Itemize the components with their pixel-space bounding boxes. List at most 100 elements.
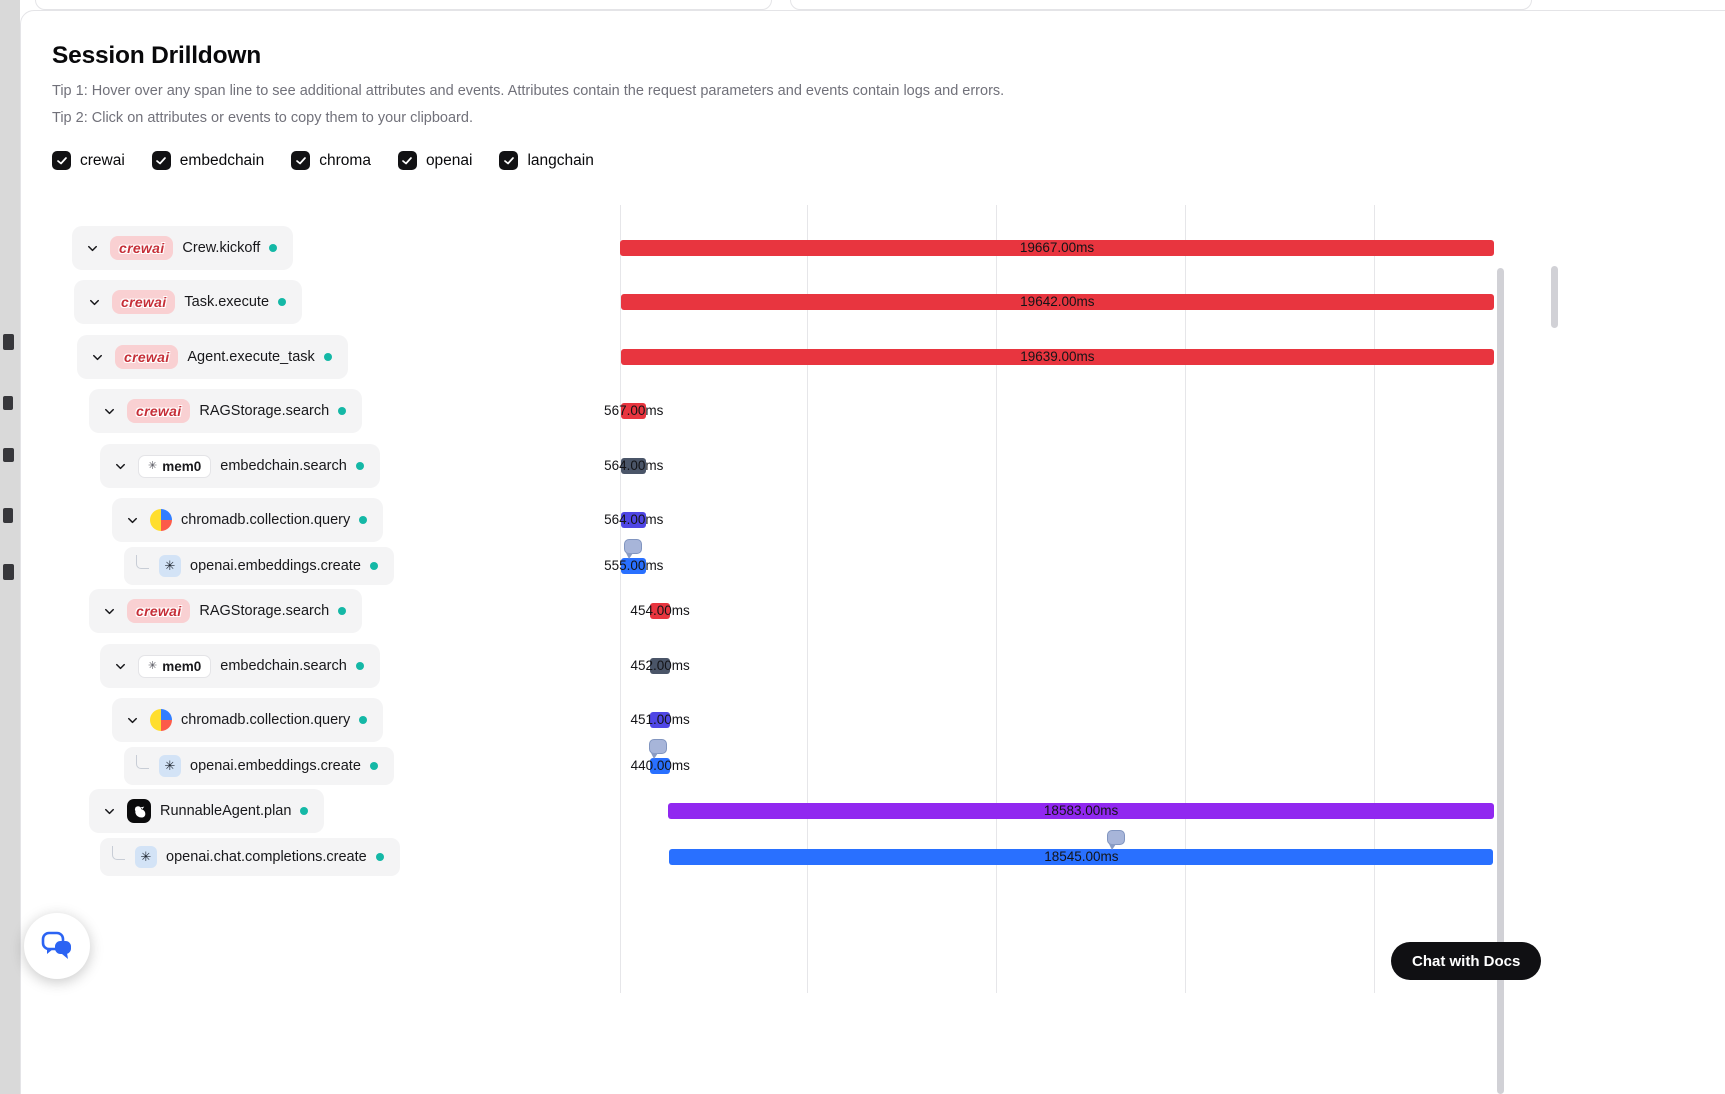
mem0-label: mem0 xyxy=(162,458,202,474)
filter-label: chroma xyxy=(319,151,371,169)
filter-item-crewai[interactable]: crewai xyxy=(52,151,125,170)
event-bubble-icon[interactable] xyxy=(1106,830,1125,850)
filter-item-chroma[interactable]: chroma xyxy=(291,151,371,170)
chroma-logo-icon xyxy=(150,709,172,731)
span-bar[interactable] xyxy=(650,712,671,728)
event-bubble-icon[interactable] xyxy=(623,539,642,559)
filter-checkbox-chroma[interactable] xyxy=(291,151,311,170)
waterfall-scrollbar-thumb[interactable] xyxy=(1497,268,1504,1094)
span-row-chip[interactable]: ✳ openai.embeddings.create xyxy=(124,747,394,785)
tree-connector-icon xyxy=(112,845,125,860)
checkmark-icon xyxy=(504,156,514,164)
filter-item-langchain[interactable]: langchain xyxy=(499,151,594,170)
event-bubble-icon[interactable] xyxy=(648,739,667,759)
library-filter-bar: crewai embedchain chroma openai langchain xyxy=(52,151,594,170)
span-name-label: Task.execute xyxy=(184,294,270,310)
openai-logo-icon: ✳ xyxy=(135,846,157,868)
span-duration-label: 454.00ms xyxy=(630,603,690,618)
grid-line xyxy=(807,205,808,993)
span-bar[interactable] xyxy=(669,849,1494,865)
tree-connector-icon xyxy=(136,754,149,769)
chevron-down-icon[interactable] xyxy=(97,399,121,423)
chroma-logo-icon xyxy=(150,509,172,531)
span-row-chip[interactable]: chromadb.collection.query xyxy=(112,698,384,742)
status-dot xyxy=(278,298,287,306)
grid-line xyxy=(1374,205,1375,993)
span-duration-label: 567.00ms xyxy=(604,403,664,418)
chevron-down-icon[interactable] xyxy=(80,236,104,260)
filter-checkbox-langchain[interactable] xyxy=(499,151,519,170)
span-bar[interactable] xyxy=(621,558,647,574)
checkmark-icon xyxy=(156,156,167,164)
filter-label: openai xyxy=(425,151,473,169)
checkmark-icon xyxy=(56,156,67,164)
span-row-chip[interactable]: crewai Agent.execute_task xyxy=(77,335,348,379)
strip-mark xyxy=(3,334,14,350)
span-row-chip[interactable]: ✳ openai.chat.completions.create xyxy=(100,838,400,876)
mem0-logo-badge: ✳ mem0 xyxy=(138,454,212,478)
status-dot xyxy=(375,853,384,861)
grid-line xyxy=(1185,205,1186,993)
openai-logo-icon: ✳ xyxy=(159,755,181,777)
chevron-down-icon[interactable] xyxy=(82,290,106,314)
status-dot xyxy=(300,807,309,815)
span-row-chip[interactable]: crewai RAGStorage.search xyxy=(89,589,363,633)
chat-bubbles-icon xyxy=(39,929,75,963)
span-row-chip[interactable]: crewai Crew.kickoff xyxy=(72,226,294,270)
span-duration-label: 18545.00ms xyxy=(1044,849,1119,864)
checkmark-icon xyxy=(295,156,306,164)
span-bar[interactable] xyxy=(650,758,671,774)
span-bar[interactable] xyxy=(621,512,647,528)
chat-widget-button[interactable] xyxy=(24,913,90,979)
crewai-logo-badge: crewai xyxy=(112,290,176,314)
filter-checkbox-crewai[interactable] xyxy=(52,151,71,170)
status-dot xyxy=(355,662,364,670)
span-row-chip[interactable]: chromadb.collection.query xyxy=(112,498,384,542)
span-name-label: Agent.execute_task xyxy=(187,349,315,365)
chevron-down-icon[interactable] xyxy=(97,799,121,823)
chevron-down-icon[interactable] xyxy=(120,708,144,732)
page-scrollbar-thumb[interactable] xyxy=(1551,266,1558,328)
chevron-down-icon[interactable] xyxy=(108,654,132,678)
span-bar[interactable] xyxy=(621,403,647,419)
chevron-down-icon[interactable] xyxy=(108,454,132,478)
span-bar[interactable] xyxy=(620,240,1494,256)
crewai-logo-badge: crewai xyxy=(115,345,179,369)
mem0-logo-badge: ✳ mem0 xyxy=(138,654,212,678)
span-row-chip[interactable]: ✳ mem0 embedchain.search xyxy=(100,444,380,488)
span-bar[interactable] xyxy=(649,603,671,619)
status-dot xyxy=(369,762,378,770)
span-row-chip[interactable]: RunnableAgent.plan xyxy=(89,789,325,833)
filter-label: embedchain xyxy=(179,151,265,169)
chevron-down-icon[interactable] xyxy=(97,599,121,623)
span-duration-label: 564.00ms xyxy=(604,512,664,527)
span-bar[interactable] xyxy=(621,349,1494,365)
crewai-logo-badge: crewai xyxy=(127,599,191,623)
span-row-chip[interactable]: ✳ openai.embeddings.create xyxy=(124,547,394,585)
span-bar[interactable] xyxy=(621,458,647,474)
langchain-logo-icon xyxy=(127,799,151,823)
strip-mark xyxy=(3,508,13,523)
page-edge-strip xyxy=(0,0,20,1094)
filter-checkbox-embedchain[interactable] xyxy=(151,151,171,170)
filter-checkbox-openai[interactable] xyxy=(397,151,417,170)
card-above-left xyxy=(35,0,772,10)
span-bar[interactable] xyxy=(650,658,671,674)
span-row-chip[interactable]: crewai Task.execute xyxy=(74,280,303,324)
span-name-label: openai.chat.completions.create xyxy=(166,849,367,865)
chevron-down-icon[interactable] xyxy=(120,508,144,532)
filter-item-embedchain[interactable]: embedchain xyxy=(151,151,265,170)
crewai-logo-badge: crewai xyxy=(110,236,174,260)
span-name-label: RAGStorage.search xyxy=(199,403,330,419)
span-name-label: embedchain.search xyxy=(220,658,347,674)
tip-1-text: Tip 1: Hover over any span line to see a… xyxy=(52,83,1005,99)
chevron-down-icon[interactable] xyxy=(85,345,109,369)
span-bar[interactable] xyxy=(620,294,1494,310)
span-row-chip[interactable]: ✳ mem0 embedchain.search xyxy=(100,644,380,688)
span-bar[interactable] xyxy=(668,803,1494,819)
chat-with-docs-button[interactable]: Chat with Docs xyxy=(1391,942,1542,980)
span-row-chip[interactable]: crewai RAGStorage.search xyxy=(89,389,363,433)
page-title: Session Drilldown xyxy=(52,42,261,69)
filter-item-openai[interactable]: openai xyxy=(397,151,473,170)
